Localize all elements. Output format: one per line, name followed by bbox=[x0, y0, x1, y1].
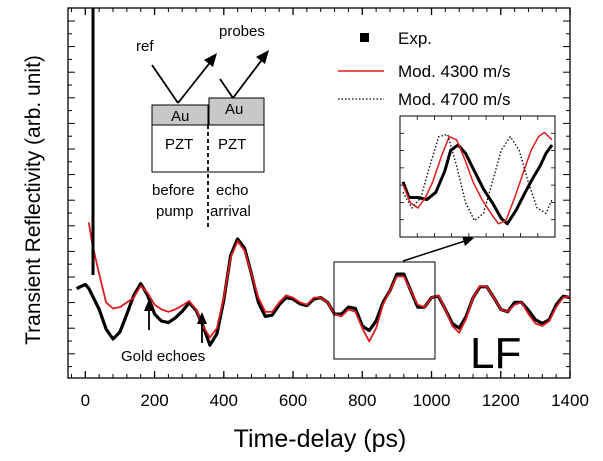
zoom-region-box bbox=[333, 261, 436, 360]
probe-beam-arrowhead bbox=[256, 50, 269, 64]
label-arrival: arrival bbox=[210, 203, 251, 220]
x-tick-label: 1000 bbox=[413, 391, 451, 410]
ref-beam-out bbox=[177, 59, 213, 104]
plot-area bbox=[67, 7, 571, 379]
gold-echo-arrowhead-1 bbox=[144, 299, 154, 311]
label-gold-echoes: Gold echoes bbox=[121, 348, 205, 365]
ref-beam-in bbox=[151, 64, 179, 104]
au-layer-right bbox=[208, 97, 265, 126]
label-ref: ref bbox=[136, 38, 154, 55]
x-tick-label: 1400 bbox=[551, 391, 589, 410]
sample-schematic: Au Au PZT PZT before pump echo arrival r… bbox=[136, 23, 269, 228]
zoom-arrow-line bbox=[402, 239, 469, 262]
inset-series-exp-line bbox=[401, 143, 554, 226]
label-pzt-right: PZT bbox=[218, 136, 246, 153]
x-tick-label: 600 bbox=[279, 391, 307, 410]
legend-marker-exp bbox=[360, 33, 369, 42]
label-probes: probes bbox=[219, 23, 265, 40]
label-pzt-left: PZT bbox=[165, 136, 193, 153]
legend-label-4700: Mod. 4700 m/s bbox=[398, 90, 510, 109]
x-tick-label: 200 bbox=[140, 391, 168, 410]
label-LF: LF bbox=[470, 329, 521, 378]
x-tick-label: 800 bbox=[348, 391, 376, 410]
zoom-arrow-head bbox=[462, 236, 474, 246]
legend-label-4300: Mod. 4300 m/s bbox=[398, 62, 510, 81]
legend-label-exp: Exp. bbox=[398, 29, 432, 48]
series-layer bbox=[75, 222, 571, 347]
label-au-right: Au bbox=[225, 101, 243, 118]
probe-beam-out bbox=[232, 56, 265, 99]
label-before: before bbox=[152, 182, 195, 199]
inset-ticks bbox=[400, 116, 555, 237]
x-axis-label: Time-delay (ps) bbox=[234, 425, 407, 453]
x-tick-label: 0 bbox=[81, 391, 90, 410]
probe-beam-in bbox=[219, 78, 234, 99]
x-tick-label: 400 bbox=[210, 391, 238, 410]
label-pump: pump bbox=[156, 203, 194, 220]
y-axis-label: Transient Reflectivity (arb. unit) bbox=[22, 55, 45, 345]
inset-series-layer bbox=[401, 131, 554, 226]
y-axis-ticks bbox=[68, 20, 570, 368]
label-echo: echo bbox=[216, 182, 249, 199]
ref-beam-arrowhead bbox=[204, 53, 217, 67]
series-mod-4300-line bbox=[87, 222, 571, 343]
x-axis-ticks: 0 200 400 600 800 1000 1200 1400 bbox=[70, 8, 589, 410]
legend: Exp. Mod. 4300 m/s Mod. 4700 m/s bbox=[338, 29, 510, 109]
label-au-left: Au bbox=[171, 108, 189, 125]
x-tick-label: 1200 bbox=[482, 391, 520, 410]
inset-series-mod-4300-line bbox=[402, 131, 553, 225]
gold-echo-arrowhead-2 bbox=[197, 312, 207, 324]
inset-series-mod-4700-line bbox=[402, 133, 553, 222]
